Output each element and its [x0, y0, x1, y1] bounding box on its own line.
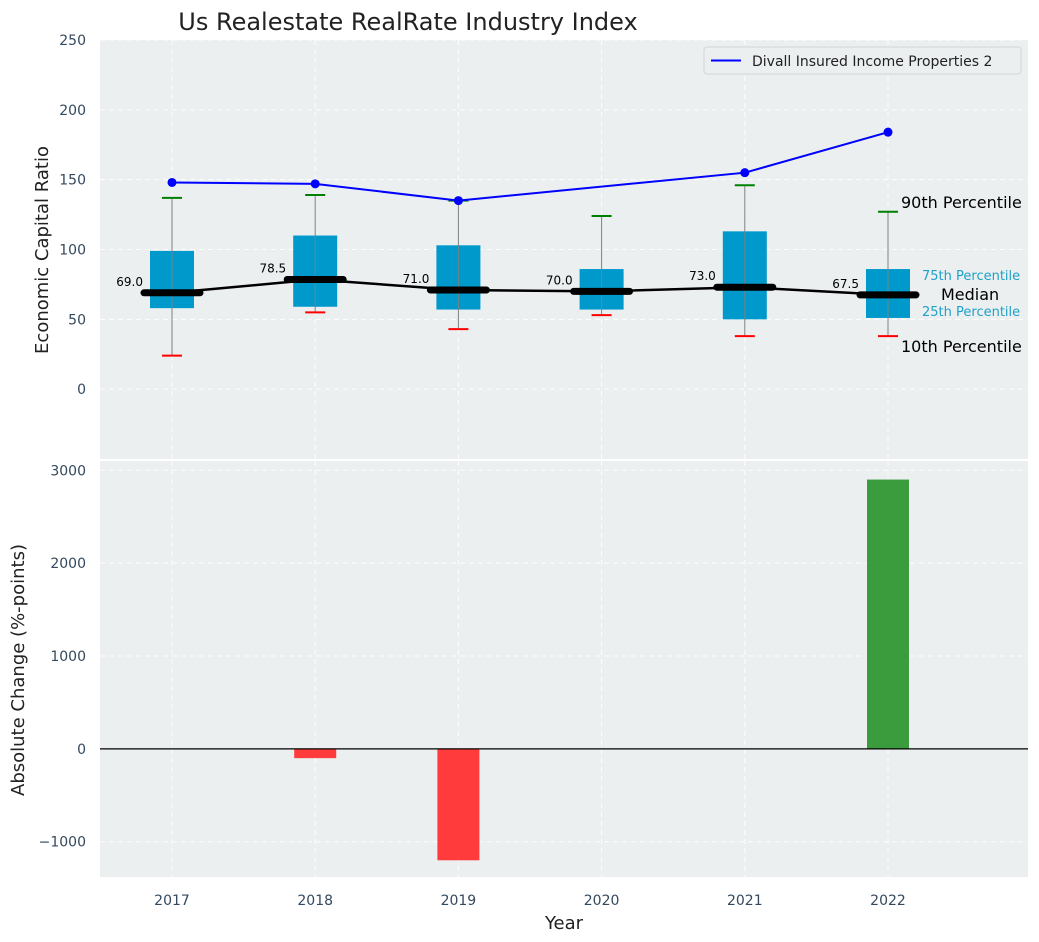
annotation-90th: 90th Percentile [901, 193, 1022, 212]
median-label-2021: 73.0 [689, 269, 716, 283]
annotation-25th: 25th Percentile [922, 305, 1020, 320]
top-y-tick-label-0: 0 [77, 382, 86, 398]
bar-2022 [867, 479, 909, 749]
chart-title: Us Realestate RealRate Industry Index [178, 8, 637, 36]
bottom-y-tick-label-0: −1000 [39, 835, 86, 851]
bar-2018 [294, 748, 337, 759]
legend: Divall Insured Income Properties 2 [703, 46, 1022, 75]
top-y-axis-title: Economic Capital Ratio [32, 146, 53, 354]
annotation-median: Median [941, 285, 999, 304]
median-label-2017: 69.0 [116, 275, 143, 289]
median-trend-line [171, 278, 889, 297]
x-tick-label-2: 2019 [441, 893, 477, 909]
percentile-annotations: 90th Percentile 75th Percentile Median 2… [901, 193, 1022, 356]
series-point-2019 [453, 196, 463, 206]
top-y-tick-label-5: 250 [59, 33, 86, 49]
bar-2019 [437, 748, 480, 861]
bottom-y-tick-label-1: 0 [77, 742, 86, 758]
series-point-2022 [883, 127, 893, 137]
x-tick-label-4: 2021 [727, 893, 763, 909]
x-tick-label-5: 2022 [870, 893, 906, 909]
bottom-y-tick-label-2: 1000 [50, 649, 86, 665]
legend-box [703, 46, 1022, 75]
legend-label: Divall Insured Income Properties 2 [752, 54, 992, 70]
top-y-tick-label-2: 100 [59, 243, 86, 259]
series-point-2017 [167, 177, 177, 187]
series-point-2021 [740, 168, 750, 178]
x-axis-title: Year [544, 913, 584, 934]
x-tick-label-0: 2017 [154, 893, 190, 909]
median-label-2022: 67.5 [832, 277, 859, 291]
series-point-2018 [310, 179, 320, 189]
top-y-tick-label-3: 150 [59, 173, 86, 189]
x-tick-label-1: 2018 [297, 893, 333, 909]
bottom-y-tick-label-3: 2000 [50, 556, 86, 572]
annotation-75th: 75th Percentile [922, 269, 1020, 284]
median-label-2018: 78.5 [259, 262, 286, 276]
top-y-tick-label-1: 50 [68, 312, 86, 328]
median-label-2019: 71.0 [403, 272, 430, 286]
x-tick-label-3: 2020 [584, 893, 620, 909]
annotation-10th: 10th Percentile [901, 337, 1022, 356]
bottom-y-tick-label-4: 3000 [50, 463, 86, 479]
top-y-tick-label-4: 200 [59, 103, 86, 119]
median-label-2020: 70.0 [546, 273, 573, 287]
bottom-y-axis-title: Absolute Change (%-points) [8, 544, 29, 796]
